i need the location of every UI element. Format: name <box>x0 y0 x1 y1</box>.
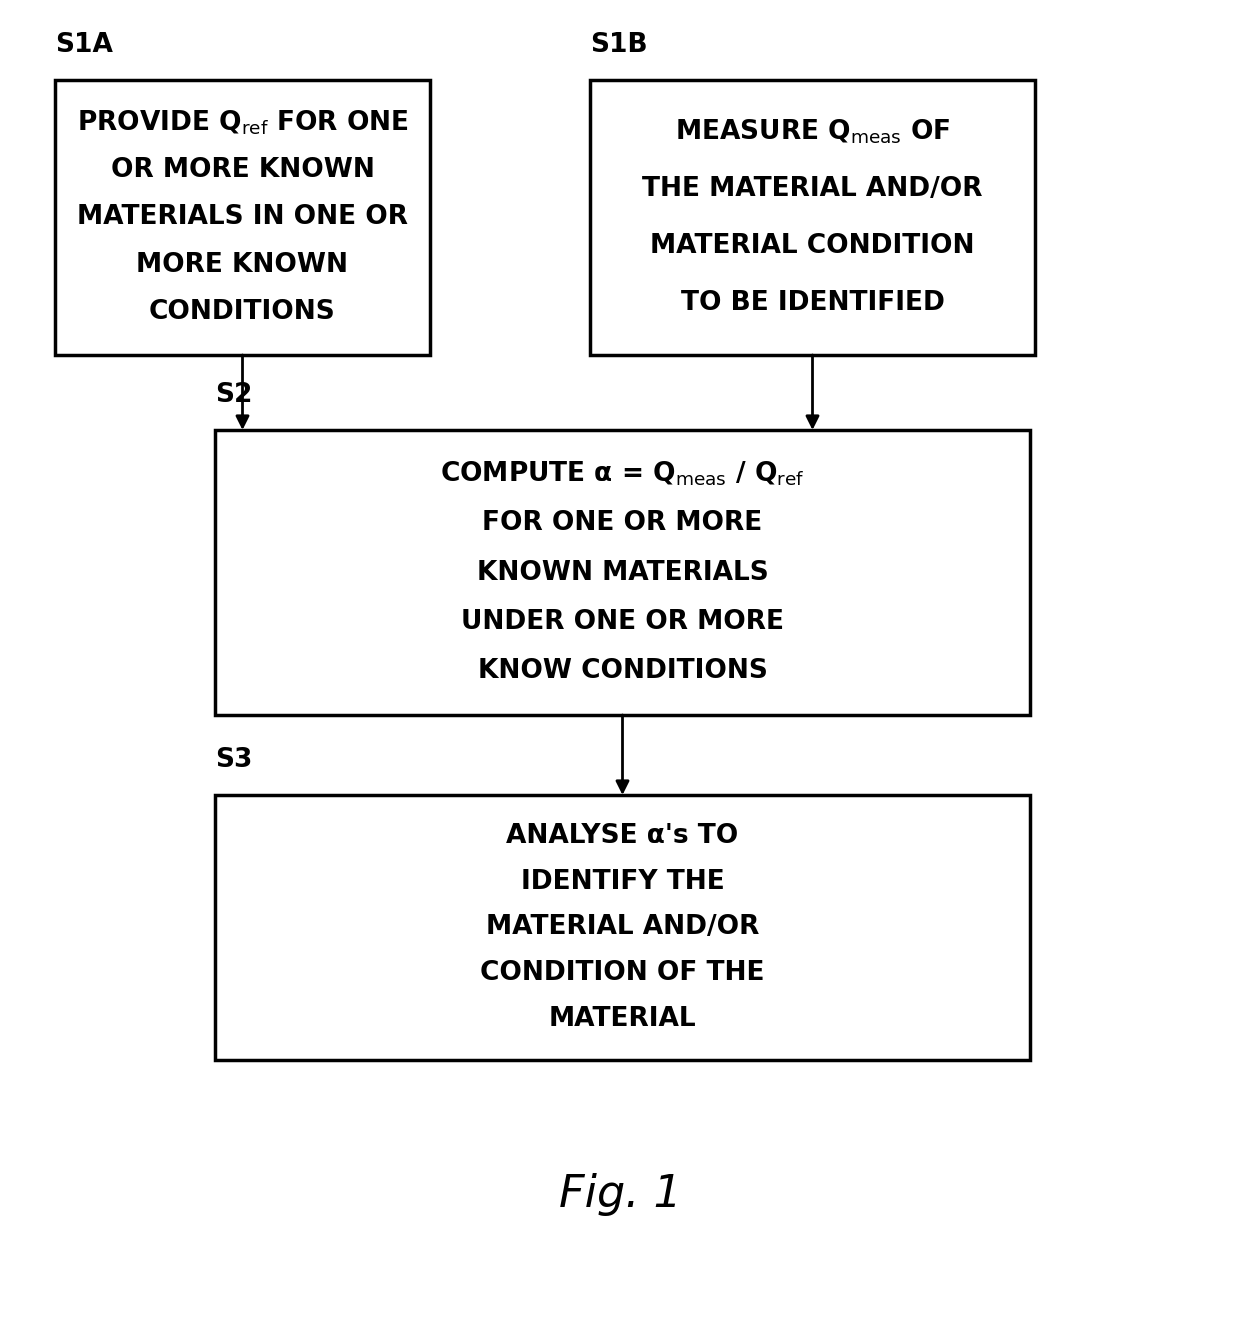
Text: KNOWN MATERIALS: KNOWN MATERIALS <box>476 560 769 586</box>
Bar <box>215 430 1030 715</box>
Text: S2: S2 <box>215 382 253 408</box>
Text: PROVIDE Q$_{\mathrm{ref}}$ FOR ONE: PROVIDE Q$_{\mathrm{ref}}$ FOR ONE <box>77 109 408 137</box>
Text: OR MORE KNOWN: OR MORE KNOWN <box>110 156 374 183</box>
Text: S1B: S1B <box>590 32 647 58</box>
Bar <box>215 796 1030 1059</box>
Text: IDENTIFY THE: IDENTIFY THE <box>521 869 724 895</box>
Text: Fig. 1: Fig. 1 <box>558 1174 682 1216</box>
Text: S3: S3 <box>215 747 253 773</box>
Text: COMPUTE α = Q$_{\mathrm{meas}}$ / Q$_{\mathrm{ref}}$: COMPUTE α = Q$_{\mathrm{meas}}$ / Q$_{\m… <box>440 460 805 488</box>
Text: S1A: S1A <box>55 32 113 58</box>
Text: MATERIAL: MATERIAL <box>548 1006 697 1032</box>
Text: CONDITION OF THE: CONDITION OF THE <box>480 960 765 987</box>
Bar <box>590 80 1035 355</box>
Text: MEASURE Q$_{\mathrm{meas}}$ OF: MEASURE Q$_{\mathrm{meas}}$ OF <box>675 117 950 146</box>
Text: MORE KNOWN: MORE KNOWN <box>136 252 348 278</box>
Text: TO BE IDENTIFIED: TO BE IDENTIFIED <box>681 290 945 317</box>
Text: ANALYSE α's TO: ANALYSE α's TO <box>506 823 739 849</box>
Text: UNDER ONE OR MORE: UNDER ONE OR MORE <box>461 609 784 635</box>
Text: CONDITIONS: CONDITIONS <box>149 300 336 325</box>
Text: KNOW CONDITIONS: KNOW CONDITIONS <box>477 658 768 684</box>
Text: FOR ONE OR MORE: FOR ONE OR MORE <box>482 511 763 536</box>
Text: MATERIAL CONDITION: MATERIAL CONDITION <box>650 233 975 259</box>
Text: MATERIALS IN ONE OR: MATERIALS IN ONE OR <box>77 204 408 231</box>
Text: THE MATERIAL AND/OR: THE MATERIAL AND/OR <box>642 176 983 202</box>
Text: MATERIAL AND/OR: MATERIAL AND/OR <box>486 915 759 940</box>
Bar <box>55 80 430 355</box>
